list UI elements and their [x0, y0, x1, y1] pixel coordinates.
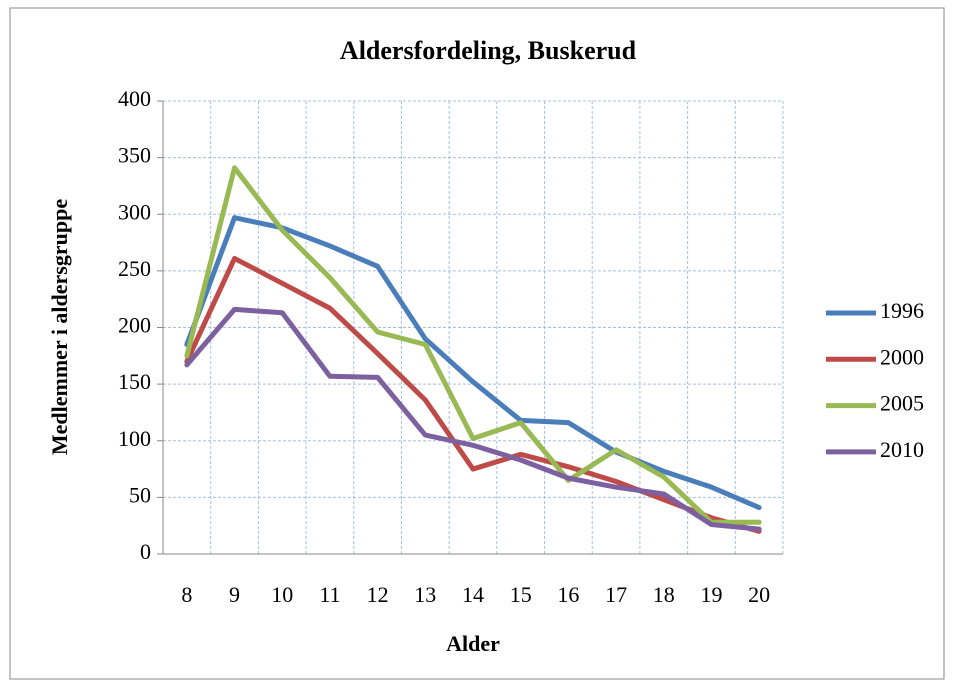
y-tick-label: 350	[118, 143, 151, 168]
legend-label: 2010	[880, 437, 924, 462]
x-tick-label: 18	[653, 582, 675, 607]
x-tick-label: 16	[557, 582, 579, 607]
x-tick-label: 9	[229, 582, 240, 607]
x-tick-label: 8	[181, 582, 192, 607]
y-tick-label: 150	[118, 369, 151, 394]
x-tick-label: 13	[414, 582, 436, 607]
x-tick-label: 20	[748, 582, 770, 607]
x-tick-label: 14	[462, 582, 484, 607]
y-tick-label: 400	[118, 86, 151, 111]
series-line	[184, 165, 762, 525]
x-tick-label: 10	[271, 582, 293, 607]
y-tick-label: 100	[118, 426, 151, 451]
y-tick-label: 0	[140, 539, 151, 564]
legend-label: 1996	[880, 298, 924, 323]
x-tick-label: 15	[510, 582, 532, 607]
series-line	[184, 306, 762, 532]
x-tick-label: 17	[605, 582, 627, 607]
y-tick-label: 50	[129, 482, 151, 507]
x-axis-label: Alder	[446, 631, 500, 656]
chart-title: Aldersfordeling, Buskerud	[340, 36, 637, 65]
x-tick-label: 12	[367, 582, 389, 607]
series-line	[184, 255, 762, 534]
x-tick-label: 19	[700, 582, 722, 607]
y-axis-label: Medlemmer i aldersgruppe	[47, 199, 72, 455]
y-tick-label: 250	[118, 256, 151, 281]
legend-label: 2005	[880, 391, 924, 416]
x-tick-label: 11	[319, 582, 340, 607]
chart-border	[9, 7, 945, 680]
legend-label: 2000	[880, 344, 924, 369]
y-tick-label: 300	[118, 199, 151, 224]
y-tick-label: 200	[118, 313, 151, 338]
